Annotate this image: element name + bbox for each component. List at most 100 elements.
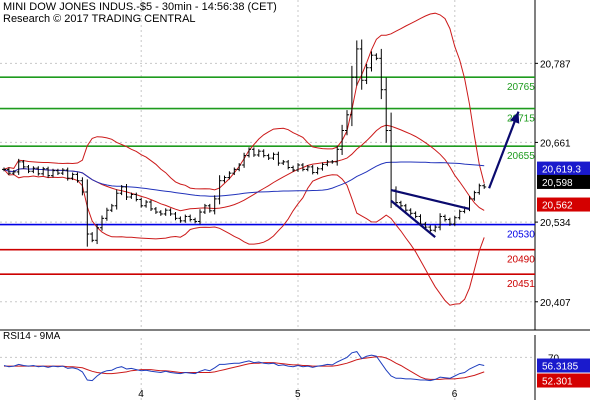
price-bar — [325, 159, 330, 167]
price-bar — [168, 208, 173, 216]
price-bar — [472, 190, 477, 201]
price-tag-box — [537, 161, 590, 176]
price-bar — [438, 213, 443, 231]
price-bar — [26, 165, 31, 174]
time-axis: 4 5 6 — [138, 389, 458, 400]
rsi-ma-line — [4, 356, 485, 380]
price-bar — [457, 209, 462, 220]
price-bar — [109, 203, 114, 213]
trendline — [390, 189, 470, 210]
price-bar — [291, 165, 296, 172]
rsi-value-label: 56.3185 — [542, 362, 579, 373]
price-bar — [149, 199, 153, 211]
price-bar — [85, 179, 90, 247]
price-bar — [227, 171, 232, 180]
price-bar — [276, 151, 281, 166]
price-bar — [403, 203, 408, 213]
price-tag-label: 20,619.3 — [542, 165, 581, 176]
price-tag-label: 20,562 — [542, 201, 573, 212]
price-bar — [428, 225, 433, 233]
price-bar — [369, 51, 374, 72]
trendline — [390, 199, 436, 239]
price-bar — [345, 110, 349, 136]
price-bar — [443, 214, 447, 222]
price-bar — [46, 166, 51, 178]
level-label: 20530 — [507, 230, 535, 241]
rsi-value-box — [537, 358, 590, 373]
price-bar — [193, 217, 198, 224]
price-bar — [202, 203, 207, 214]
price-bar — [447, 217, 452, 226]
price-bar — [65, 167, 70, 181]
price-bar — [55, 168, 60, 176]
price-bar — [21, 159, 26, 169]
price-tag-label: 20,598 — [542, 178, 573, 189]
level-label: 20451 — [507, 279, 535, 290]
price-bar — [261, 149, 266, 158]
price-bar — [477, 183, 482, 195]
price-bar — [384, 77, 389, 143]
moving-average-line — [3, 161, 485, 197]
price-bar — [349, 65, 354, 127]
price-bar — [320, 162, 325, 171]
price-bar — [124, 183, 129, 201]
price-bar — [433, 225, 438, 233]
price-bar — [129, 192, 134, 199]
price-tick-label: 20,534 — [540, 218, 571, 229]
bollinger-lower-line — [3, 169, 485, 306]
price-bar — [16, 158, 21, 175]
level-label: 20715 — [507, 114, 535, 125]
price-bar — [398, 200, 403, 208]
price-bar — [51, 168, 55, 178]
level-label: 20490 — [507, 255, 535, 266]
price-bar — [153, 207, 158, 214]
price-bar — [364, 63, 369, 85]
price-bar — [237, 163, 242, 172]
price-bar — [75, 172, 80, 183]
chart-title: MINI DOW JONES INDUS.-$5 - 30min - 14:56… — [3, 1, 277, 13]
price-bar — [6, 167, 11, 176]
price-bar — [95, 223, 100, 245]
level-label: 20655 — [507, 151, 535, 162]
annotations — [390, 111, 520, 239]
rsi-label: RSI14 - 9MA — [3, 331, 61, 342]
price-bar — [114, 189, 119, 210]
horizontal-levels: 20765 20715 20655 20530 20490 20451 — [0, 76, 535, 290]
price-bar — [100, 215, 104, 231]
price-bar — [144, 200, 149, 208]
price-bar — [374, 53, 379, 61]
rsi-ma-value-box — [537, 373, 590, 388]
rsi-line — [3, 351, 485, 382]
price-tick-label: 20,787 — [540, 59, 571, 70]
price-bar — [247, 147, 251, 158]
bollinger-middle-line — [3, 124, 485, 212]
time-tick-label: 6 — [452, 389, 458, 400]
price-bar — [300, 163, 305, 172]
price-bars — [2, 39, 487, 247]
price-bar — [330, 159, 335, 164]
price-bar — [60, 168, 65, 176]
price-bar — [217, 175, 222, 205]
price-bar — [408, 208, 413, 216]
price-bar — [70, 172, 75, 181]
price-bar — [80, 177, 85, 196]
price-bar — [11, 170, 16, 176]
price-tick-label: 20,661 — [540, 138, 571, 149]
price-bar — [305, 165, 310, 172]
price-bar — [232, 167, 237, 176]
projection-arrow-shaft — [488, 111, 520, 189]
price-bar — [354, 40, 359, 86]
price-axis: 20,787 20,661 20,534 20,407 — [535, 59, 571, 309]
price-bar — [41, 166, 46, 176]
price-bar — [379, 48, 384, 100]
price-bar — [281, 159, 286, 165]
price-tag-box — [537, 197, 590, 212]
price-bar — [256, 149, 261, 157]
price-tags: 20,619.3 20,598 20,562 — [537, 161, 590, 212]
price-bar — [188, 214, 193, 222]
price-bar — [2, 167, 6, 172]
price-bar — [90, 232, 95, 243]
price-bar — [31, 166, 36, 174]
rsi-ma-value-label: 52.301 — [542, 377, 573, 388]
price-bar — [183, 214, 188, 223]
